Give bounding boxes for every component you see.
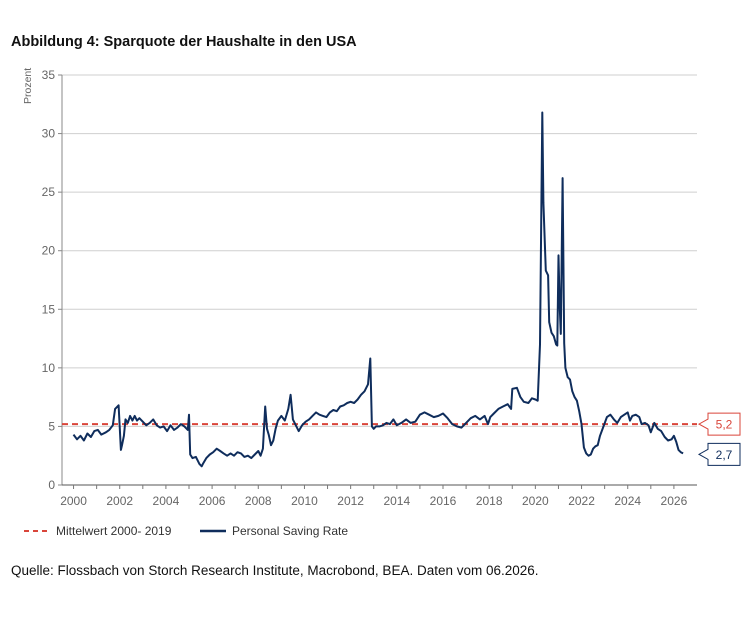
y-tick-label: 30	[42, 127, 56, 141]
y-tick-label: 10	[42, 361, 56, 375]
x-tick-label: 2016	[430, 494, 457, 508]
y-tick-label: 25	[42, 185, 56, 199]
y-tick-label: 35	[42, 68, 56, 82]
y-axis: 0 5 10 15 20 25 30 35	[42, 68, 63, 492]
x-tick-label: 2014	[383, 494, 410, 508]
mean-value-label: 5,2	[716, 418, 733, 432]
x-axis: 2000 2002 2004 2006 2008 2010 2012 2014 2016 2018…	[60, 484, 697, 508]
legend: Mittelwert 2000- 2019 Personal Saving Ra…	[24, 524, 348, 538]
source-note: Quelle: Flossbach von Storch Research In…	[11, 563, 539, 578]
value-callouts: 5,2 2,7	[697, 412, 741, 466]
x-tick-label: 2012	[337, 494, 364, 508]
x-tick-label: 2018	[476, 494, 503, 508]
x-tick-label: 2004	[153, 494, 180, 508]
x-tick-label: 2002	[106, 494, 133, 508]
x-tick-label: 2020	[522, 494, 549, 508]
x-tick-label: 2000	[60, 494, 87, 508]
x-tick-label: 2022	[568, 494, 595, 508]
last-value-callout	[697, 442, 741, 466]
x-tick-label: 2024	[614, 494, 641, 508]
y-tick-label: 15	[42, 302, 56, 316]
chart-title: Abbildung 4: Sparquote der Haushalte in …	[11, 34, 357, 50]
legend-label-saving-rate: Personal Saving Rate	[232, 524, 348, 538]
last-value-label: 2,7	[716, 448, 733, 462]
x-tick-label: 2010	[291, 494, 318, 508]
x-tick-label: 2006	[199, 494, 226, 508]
x-tick-label: 2026	[661, 494, 688, 508]
series-line-personal-saving-rate	[72, 111, 684, 468]
y-tick-label: 0	[48, 478, 55, 492]
y-tick-label: 5	[48, 419, 55, 433]
grid-lines	[62, 74, 697, 427]
y-tick-label: 20	[42, 244, 56, 258]
legend-label-mean: Mittelwert 2000- 2019	[56, 524, 172, 538]
x-tick-label: 2008	[245, 494, 272, 508]
mean-value-callout	[697, 412, 741, 436]
y-axis-label: Prozent	[22, 68, 34, 104]
